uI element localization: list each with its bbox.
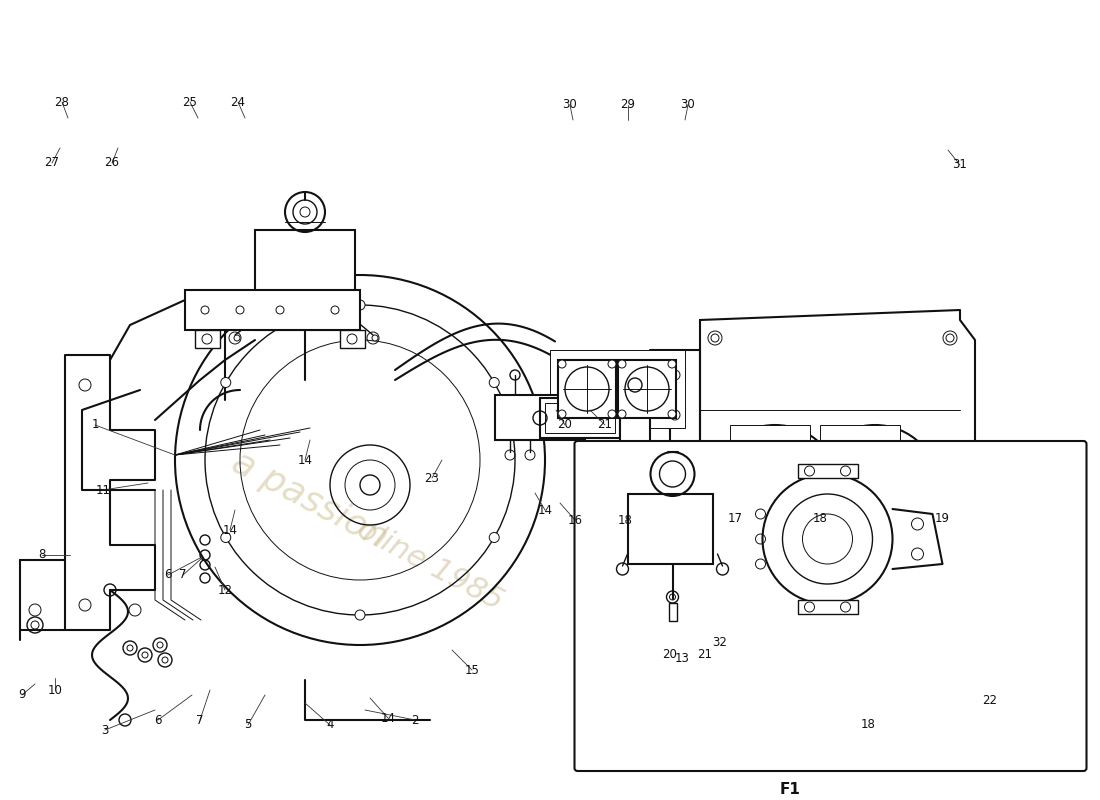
- Text: a passion: a passion: [227, 445, 394, 555]
- FancyBboxPatch shape: [820, 425, 900, 555]
- Text: 30: 30: [681, 98, 695, 111]
- Circle shape: [608, 410, 616, 418]
- Text: 14: 14: [381, 711, 396, 725]
- Text: 12: 12: [218, 583, 232, 597]
- Circle shape: [618, 360, 626, 368]
- Circle shape: [490, 533, 499, 542]
- Text: 1: 1: [91, 418, 99, 431]
- FancyBboxPatch shape: [544, 403, 615, 433]
- Circle shape: [943, 625, 957, 639]
- Circle shape: [608, 360, 616, 368]
- FancyBboxPatch shape: [640, 360, 670, 615]
- FancyBboxPatch shape: [620, 373, 650, 465]
- Text: 29: 29: [620, 98, 636, 111]
- Circle shape: [372, 335, 378, 341]
- FancyBboxPatch shape: [255, 230, 355, 330]
- Text: 18: 18: [617, 514, 632, 526]
- Text: 25: 25: [183, 95, 197, 109]
- Text: 27: 27: [44, 157, 59, 170]
- Circle shape: [668, 360, 676, 368]
- Text: 7: 7: [196, 714, 204, 726]
- FancyBboxPatch shape: [495, 395, 585, 440]
- Circle shape: [943, 331, 957, 345]
- Circle shape: [142, 652, 148, 658]
- FancyBboxPatch shape: [550, 350, 685, 428]
- Text: 3: 3: [101, 723, 109, 737]
- Text: 32: 32: [713, 637, 727, 650]
- FancyBboxPatch shape: [618, 360, 676, 418]
- FancyBboxPatch shape: [540, 398, 620, 438]
- FancyBboxPatch shape: [730, 425, 810, 555]
- Text: 14: 14: [297, 454, 312, 466]
- Text: 21: 21: [697, 649, 713, 662]
- Circle shape: [490, 378, 499, 387]
- Text: 24: 24: [231, 95, 245, 109]
- Circle shape: [558, 360, 566, 368]
- Text: 14: 14: [222, 523, 238, 537]
- Text: 11: 11: [96, 483, 110, 497]
- Text: 26: 26: [104, 157, 120, 170]
- Text: 5: 5: [244, 718, 252, 731]
- FancyBboxPatch shape: [627, 494, 713, 564]
- FancyBboxPatch shape: [585, 400, 597, 435]
- Text: 21: 21: [597, 418, 613, 431]
- FancyBboxPatch shape: [558, 360, 616, 418]
- Text: 13: 13: [674, 651, 690, 665]
- Circle shape: [162, 657, 168, 663]
- Text: 28: 28: [55, 95, 69, 109]
- Text: 30: 30: [562, 98, 578, 111]
- Text: 23: 23: [425, 471, 439, 485]
- Circle shape: [708, 625, 722, 639]
- Circle shape: [668, 410, 676, 418]
- FancyBboxPatch shape: [185, 290, 360, 330]
- Circle shape: [234, 335, 240, 341]
- Text: 17: 17: [727, 511, 742, 525]
- Text: 14: 14: [538, 503, 552, 517]
- Text: 6: 6: [164, 569, 172, 582]
- Text: 18: 18: [860, 718, 876, 731]
- FancyBboxPatch shape: [195, 330, 220, 348]
- Text: 9: 9: [19, 689, 25, 702]
- Text: 20: 20: [558, 418, 572, 431]
- Circle shape: [126, 645, 133, 651]
- Text: 20: 20: [662, 649, 678, 662]
- FancyBboxPatch shape: [574, 441, 1087, 771]
- Circle shape: [300, 207, 310, 217]
- Text: 19: 19: [935, 511, 949, 525]
- Text: 8: 8: [39, 549, 46, 562]
- Text: oline 1985: oline 1985: [352, 514, 508, 615]
- Text: 2: 2: [411, 714, 419, 726]
- Text: 18: 18: [813, 511, 827, 525]
- Text: 10: 10: [47, 683, 63, 697]
- Circle shape: [157, 642, 163, 648]
- Text: F1: F1: [780, 782, 801, 798]
- Circle shape: [221, 533, 231, 542]
- Circle shape: [618, 410, 626, 418]
- Circle shape: [558, 410, 566, 418]
- Text: 7: 7: [179, 569, 187, 582]
- Text: 16: 16: [568, 514, 583, 526]
- Text: 22: 22: [982, 694, 998, 706]
- Text: 15: 15: [464, 663, 480, 677]
- FancyBboxPatch shape: [798, 600, 858, 614]
- Text: 6: 6: [154, 714, 162, 726]
- Circle shape: [355, 300, 365, 310]
- FancyBboxPatch shape: [669, 603, 676, 621]
- FancyBboxPatch shape: [340, 330, 365, 348]
- Text: 4: 4: [327, 718, 333, 731]
- Circle shape: [221, 378, 231, 387]
- FancyBboxPatch shape: [798, 464, 858, 478]
- Text: 31: 31: [953, 158, 967, 171]
- Circle shape: [355, 610, 365, 620]
- Circle shape: [708, 331, 722, 345]
